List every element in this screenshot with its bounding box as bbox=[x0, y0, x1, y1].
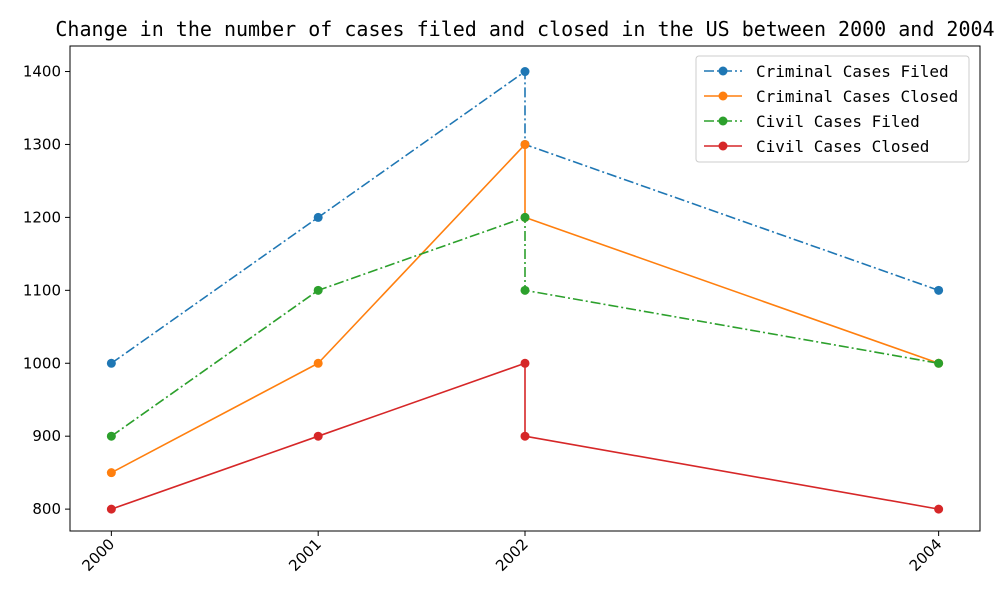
y-tick-label: 1300 bbox=[23, 135, 61, 153]
legend-item: Criminal Cases Closed bbox=[704, 87, 958, 106]
legend-item: Civil Cases Closed bbox=[704, 137, 929, 156]
series-3 bbox=[106, 212, 944, 441]
legend-item: Criminal Cases Filed bbox=[704, 62, 949, 81]
data-point bbox=[106, 468, 116, 478]
data-point bbox=[106, 431, 116, 441]
data-point bbox=[106, 504, 116, 514]
legend-marker bbox=[718, 116, 728, 126]
legend-marker bbox=[718, 91, 728, 101]
y-tick-label: 1100 bbox=[23, 281, 61, 299]
x-tick-label: 2000 bbox=[78, 535, 118, 575]
y-tick-label: 800 bbox=[32, 500, 61, 518]
data-point bbox=[520, 139, 530, 149]
legend-label: Civil Cases Filed bbox=[756, 112, 920, 131]
y-tick-label: 1200 bbox=[23, 208, 61, 226]
x-tick-label: 2002 bbox=[492, 535, 532, 575]
chart-title: Change in the number of cases filed and … bbox=[55, 17, 994, 41]
legend-box bbox=[695, 55, 970, 163]
data-point bbox=[934, 504, 944, 514]
x-tick-label: 2004 bbox=[906, 535, 946, 575]
data-point bbox=[313, 285, 323, 295]
data-point bbox=[313, 212, 323, 222]
x-tick-label: 2001 bbox=[285, 535, 325, 575]
legend-label: Criminal Cases Filed bbox=[756, 62, 949, 81]
y-tick-label: 1000 bbox=[23, 354, 61, 372]
data-point bbox=[313, 431, 323, 441]
data-point bbox=[934, 285, 944, 295]
legend: Criminal Cases Filed Criminal Cases Close… bbox=[695, 55, 970, 163]
data-point bbox=[520, 358, 530, 368]
data-point bbox=[520, 431, 530, 441]
data-point bbox=[106, 358, 116, 368]
legend-marker bbox=[718, 141, 728, 151]
data-point bbox=[934, 358, 944, 368]
legend-label: Civil Cases Closed bbox=[756, 137, 929, 156]
data-point bbox=[520, 285, 530, 295]
data-point bbox=[520, 212, 530, 222]
legend-label: Criminal Cases Closed bbox=[756, 87, 958, 106]
y-axis: 800 900 1000 1100 1200 1300 1400 bbox=[23, 63, 70, 518]
data-point bbox=[313, 358, 323, 368]
data-point bbox=[520, 67, 530, 77]
x-axis: 2000 2001 2002 2004 bbox=[78, 531, 945, 575]
y-tick-label: 900 bbox=[32, 427, 61, 445]
legend-item: Civil Cases Filed bbox=[704, 112, 920, 131]
legend-marker bbox=[718, 66, 728, 76]
y-tick-label: 1400 bbox=[23, 63, 61, 81]
series-4 bbox=[106, 358, 944, 514]
